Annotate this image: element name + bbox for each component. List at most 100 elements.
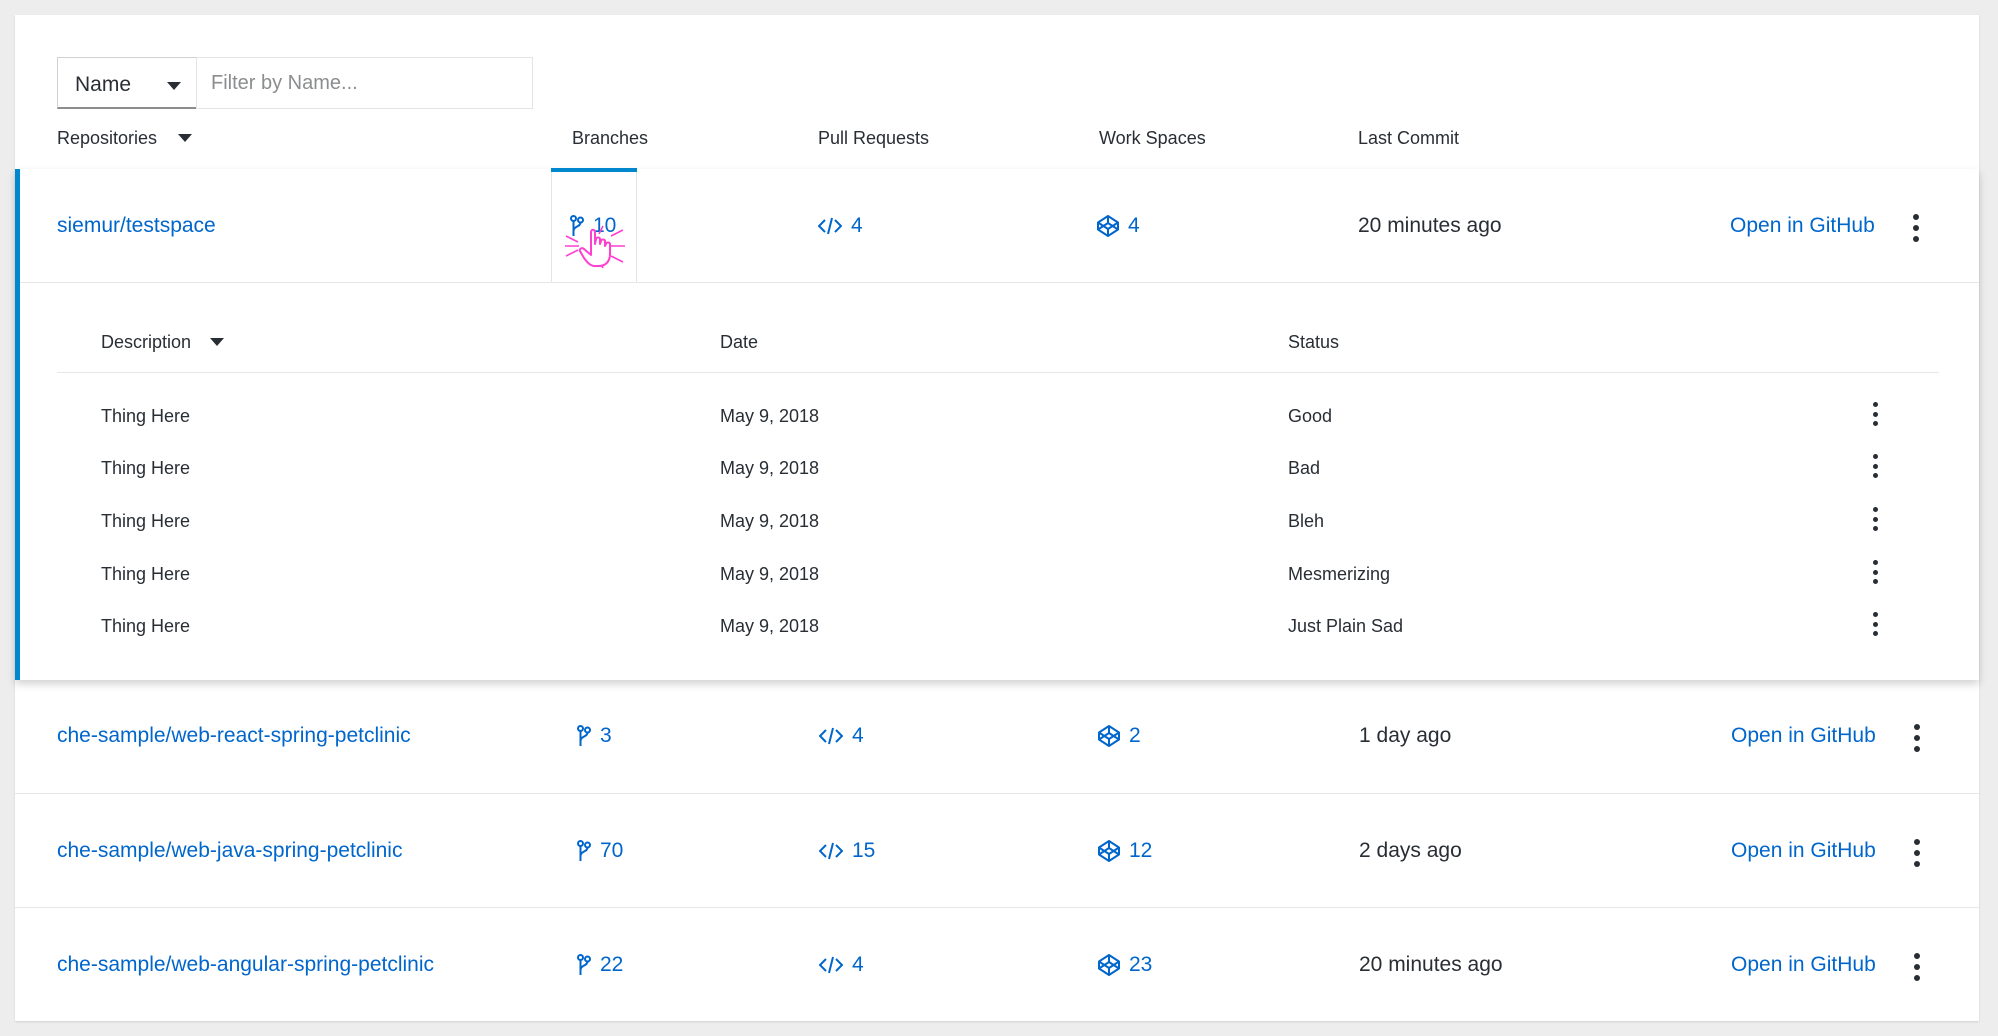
sub-col-header-date[interactable]: Date — [720, 332, 759, 352]
sort-caret-down-icon — [210, 338, 225, 346]
col-header-branches[interactable]: Branches — [572, 128, 649, 148]
branches-count[interactable]: 10 — [570, 214, 616, 238]
branch-date: May 9, 2018 — [720, 616, 820, 636]
pull-requests-count-value: 4 — [851, 214, 863, 237]
pull-requests-count[interactable]: 4 — [818, 214, 863, 238]
last-commit: 1 day ago — [1359, 724, 1452, 747]
sub-table-divider — [57, 372, 1939, 373]
branch-description: Thing Here — [101, 616, 191, 636]
code-icon — [819, 956, 843, 974]
kebab-menu-icon[interactable] — [1868, 560, 1882, 584]
kebab-menu-icon[interactable] — [1868, 402, 1882, 426]
code-icon — [819, 842, 843, 860]
code-icon — [819, 727, 843, 745]
branch-status: Good — [1288, 406, 1333, 426]
code-branch-icon — [577, 725, 591, 746]
expanded-row-divider — [20, 282, 1979, 283]
last-commit: 20 minutes ago — [1359, 953, 1503, 976]
branch-date: May 9, 2018 — [720, 564, 820, 584]
filter-name-input[interactable] — [196, 57, 533, 109]
row-divider — [15, 907, 1979, 908]
code-branch-icon — [577, 840, 591, 861]
col-header-pull-requests[interactable]: Pull Requests — [818, 128, 930, 148]
workspaces-count-value: 4 — [1128, 214, 1140, 237]
row-divider — [15, 793, 1979, 794]
hand-pointer-cursor-icon — [565, 225, 625, 269]
branch-description: Thing Here — [101, 458, 191, 478]
pull-requests-count[interactable]: 4 — [819, 953, 864, 977]
branch-status: Bleh — [1288, 511, 1325, 531]
pull-requests-count-value: 4 — [852, 953, 864, 976]
open-in-github-link[interactable]: Open in GitHub — [1731, 724, 1876, 747]
branches-count-value: 22 — [600, 953, 624, 976]
workspaces-count-value: 23 — [1129, 953, 1153, 976]
code-branch-icon — [577, 954, 591, 975]
repo-name-link[interactable]: che-sample/web-react-spring-petclinic — [57, 724, 411, 747]
code-icon — [818, 217, 842, 235]
branches-count-value: 10 — [593, 214, 617, 237]
branches-count-value: 70 — [600, 839, 624, 862]
kebab-menu-icon[interactable] — [1868, 507, 1882, 531]
codepen-icon — [1097, 215, 1119, 237]
repo-name-link[interactable]: siemur/testspace — [57, 214, 216, 237]
kebab-menu-icon[interactable] — [1910, 953, 1924, 981]
branch-description: Thing Here — [101, 511, 191, 531]
branches-count-value: 3 — [600, 724, 612, 747]
open-in-github-link[interactable]: Open in GitHub — [1731, 839, 1876, 862]
pull-requests-count-value: 4 — [852, 724, 864, 747]
sub-col-header-description[interactable]: Description — [101, 332, 225, 353]
branches-tab-indicator — [551, 168, 637, 172]
branch-status: Mesmerizing — [1288, 564, 1391, 584]
branch-date: May 9, 2018 — [720, 458, 820, 478]
branches-count[interactable]: 3 — [577, 724, 612, 748]
repo-row: che-sample/web-react-spring-petclinic — [57, 724, 411, 748]
caret-down-icon — [167, 82, 181, 90]
last-commit: 20 minutes ago — [1358, 214, 1502, 237]
kebab-menu-icon[interactable] — [1909, 214, 1923, 242]
kebab-menu-icon[interactable] — [1868, 612, 1882, 636]
repo-row: che-sample/web-java-spring-petclinic — [57, 839, 402, 863]
expanded-row-indicator — [15, 169, 20, 680]
col-header-repositories[interactable]: Repositories — [57, 128, 193, 149]
branch-status: Bad — [1288, 458, 1321, 478]
kebab-menu-icon[interactable] — [1910, 724, 1924, 752]
open-in-github-link[interactable]: Open in GitHub — [1731, 953, 1876, 976]
branch-date: May 9, 2018 — [720, 406, 820, 426]
pull-requests-count-value: 15 — [852, 839, 876, 862]
col-header-repositories-label: Repositories — [57, 128, 158, 148]
codepen-icon — [1098, 954, 1120, 976]
filter-field-dropdown[interactable]: Name — [57, 57, 197, 109]
branches-count[interactable]: 22 — [577, 953, 623, 977]
workspaces-count-value: 12 — [1129, 839, 1153, 862]
branch-description: Thing Here — [101, 564, 191, 584]
sort-caret-down-icon — [178, 134, 193, 142]
branch-status: Just Plain Sad — [1288, 616, 1404, 636]
workspaces-count[interactable]: 23 — [1098, 953, 1152, 977]
kebab-menu-icon[interactable] — [1868, 454, 1882, 478]
workspaces-count-value: 2 — [1129, 724, 1141, 747]
filter-field-label: Name — [75, 73, 132, 96]
repo-name-link[interactable]: che-sample/web-angular-spring-petclinic — [57, 953, 435, 976]
pull-requests-count[interactable]: 15 — [819, 839, 875, 863]
last-commit: 2 days ago — [1359, 839, 1462, 862]
workspaces-count[interactable]: 4 — [1097, 214, 1140, 238]
open-in-github-link[interactable]: Open in GitHub — [1730, 214, 1875, 237]
repo-row: che-sample/web-angular-spring-petclinic — [57, 953, 434, 977]
col-header-last-commit[interactable]: Last Commit — [1358, 128, 1460, 148]
workspaces-count[interactable]: 12 — [1098, 839, 1152, 863]
codepen-icon — [1098, 840, 1120, 862]
code-branch-icon — [570, 215, 584, 236]
pull-requests-count[interactable]: 4 — [819, 724, 864, 748]
sub-col-header-status[interactable]: Status — [1288, 332, 1340, 352]
repo-row: siemur/testspace — [57, 214, 216, 238]
branch-date: May 9, 2018 — [720, 511, 820, 531]
col-header-work-spaces[interactable]: Work Spaces — [1099, 128, 1206, 148]
branches-count[interactable]: 70 — [577, 839, 623, 863]
expanded-repo-row — [15, 169, 1979, 680]
branch-description: Thing Here — [101, 406, 191, 426]
workspaces-count[interactable]: 2 — [1098, 724, 1141, 748]
kebab-menu-icon[interactable] — [1910, 839, 1924, 867]
repo-name-link[interactable]: che-sample/web-java-spring-petclinic — [57, 839, 403, 862]
codepen-icon — [1098, 725, 1120, 747]
sub-col-header-description-label: Description — [101, 332, 192, 352]
